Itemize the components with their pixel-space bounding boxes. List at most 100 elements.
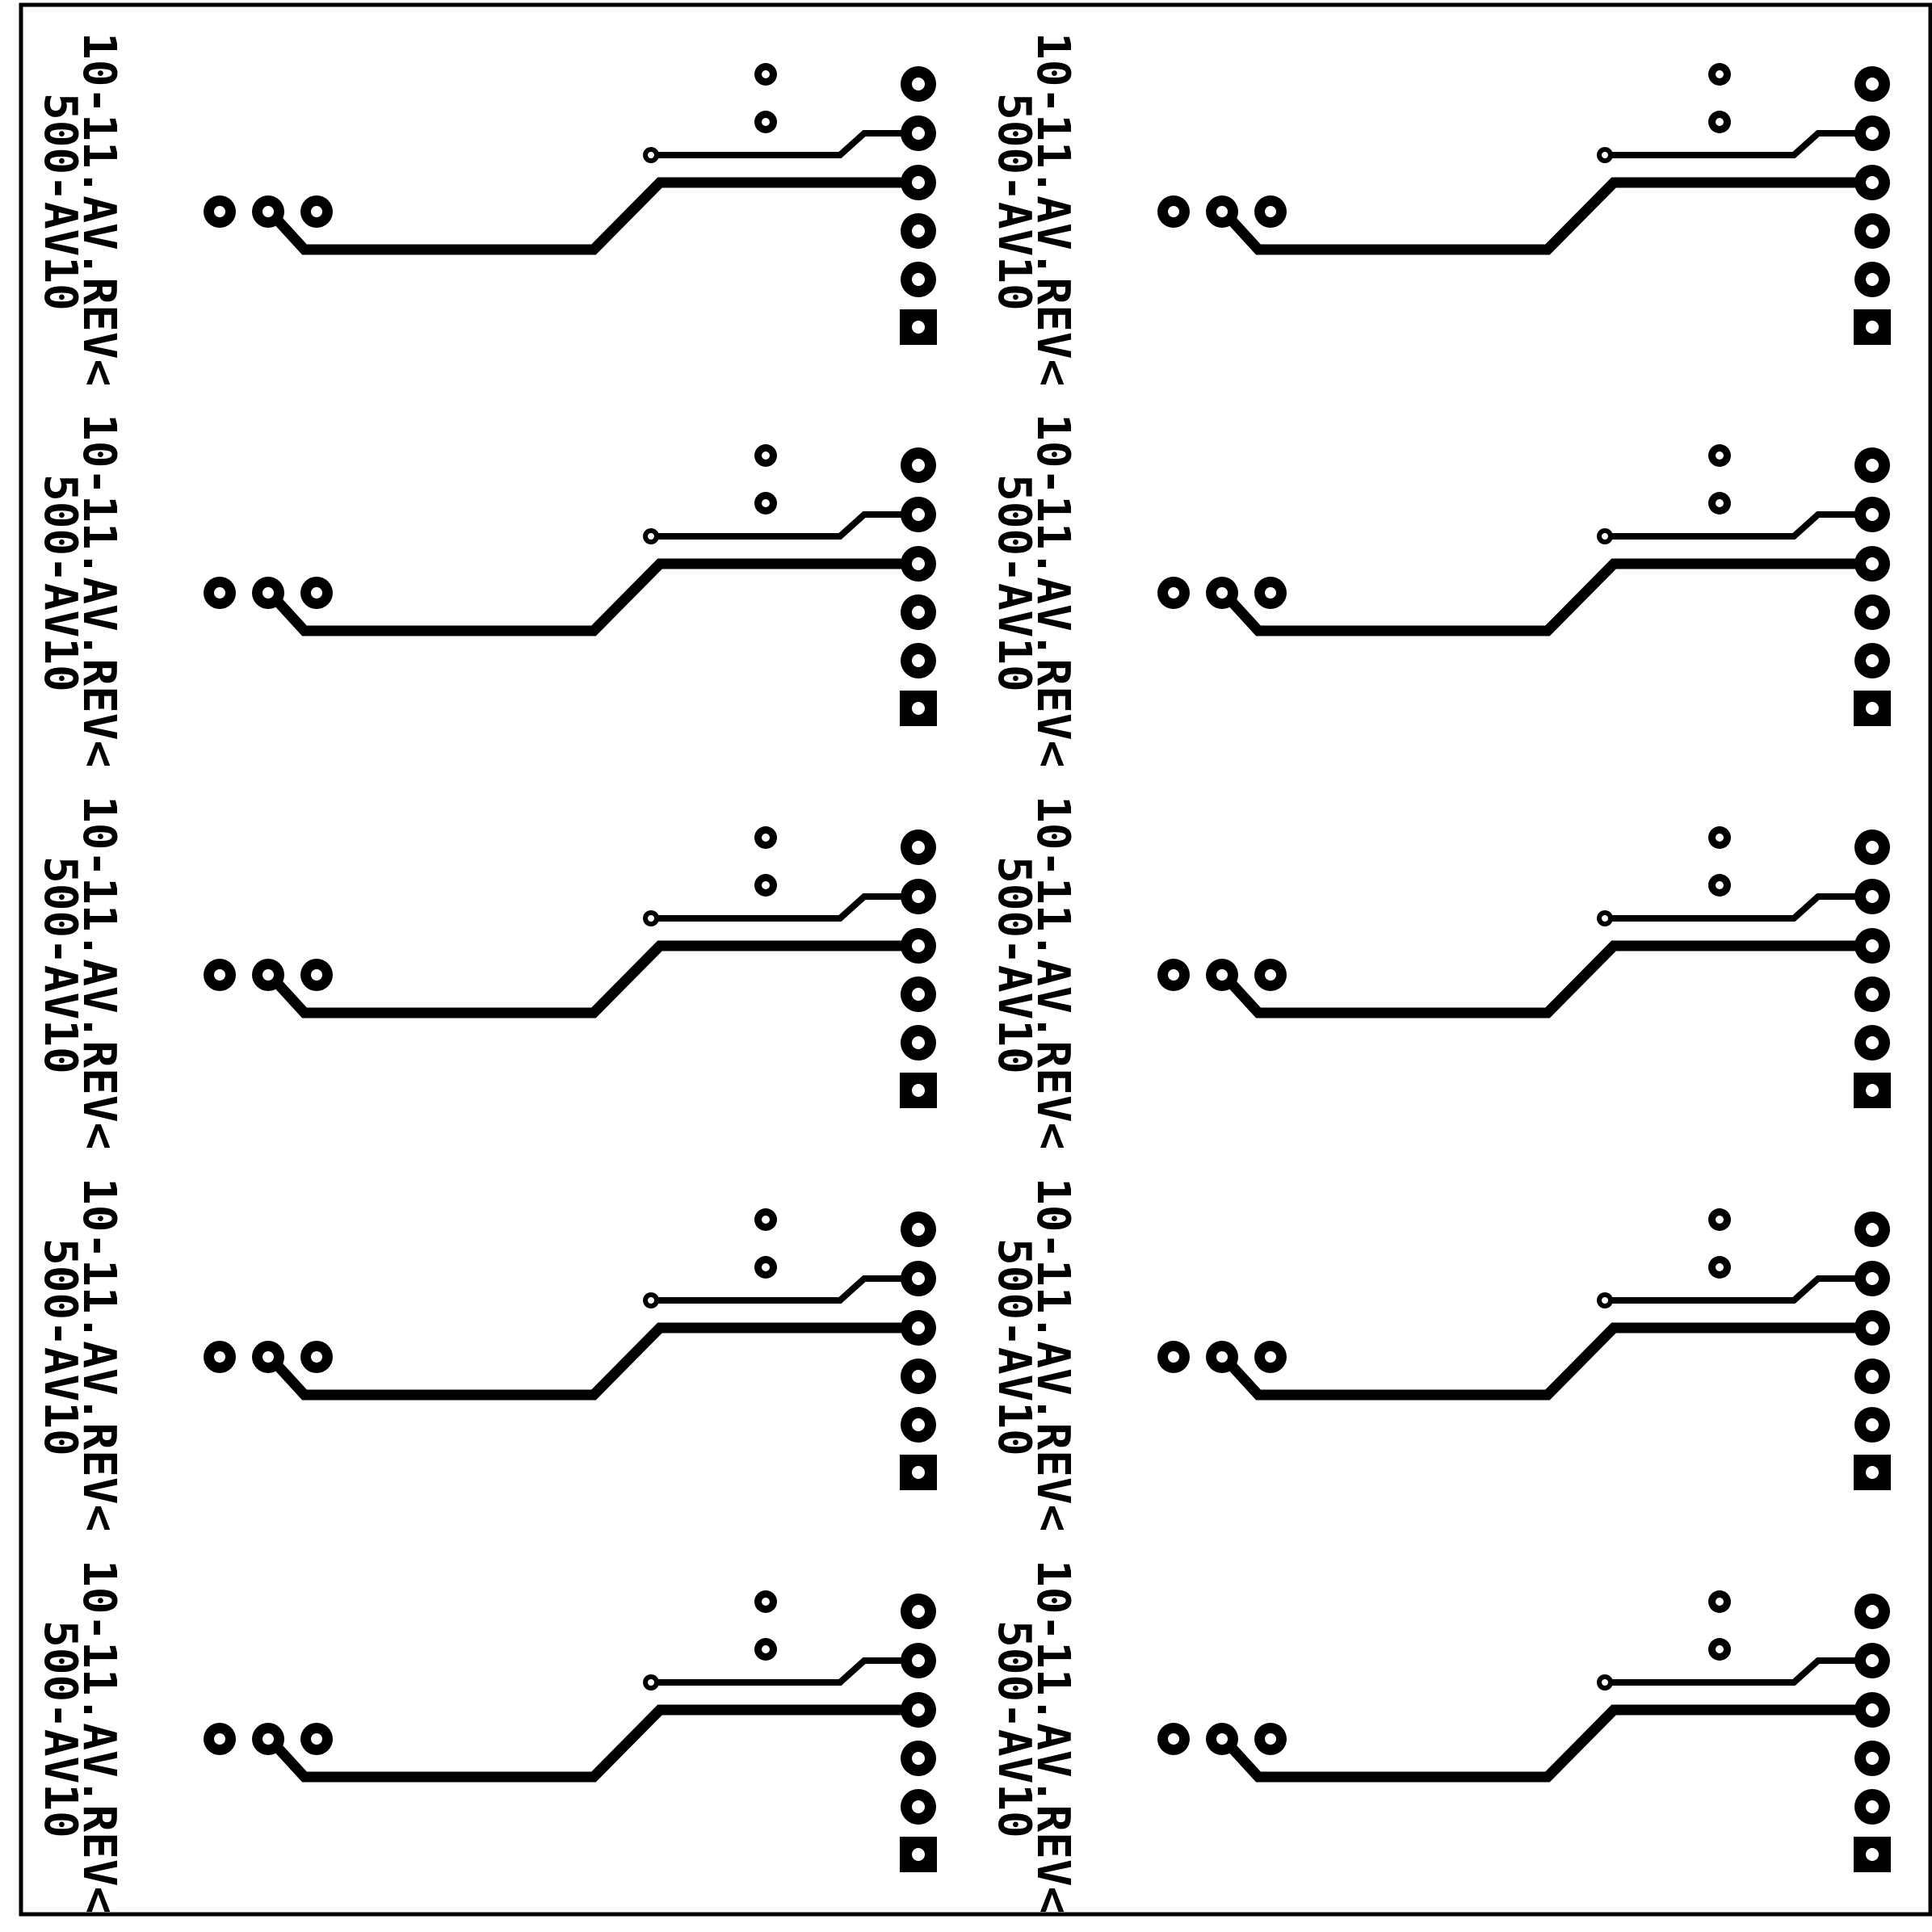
- via-drill: [762, 1263, 770, 1271]
- component-pad-drill: [214, 969, 225, 981]
- board-label-line-1: 10-11.AV.REV<: [73, 796, 125, 1149]
- component-pad-drill: [1216, 1733, 1228, 1745]
- header-pin-drill: [912, 273, 925, 286]
- header-pin-drill: [912, 1223, 925, 1236]
- header-pin-drill: [1866, 508, 1879, 521]
- trace-header-to-via: [1602, 1657, 1875, 1686]
- header-pin-drill: [1866, 890, 1879, 903]
- trace-end-via-drill: [1602, 152, 1608, 158]
- board-label-line-1: 10-11.AV.REV<: [73, 1178, 125, 1531]
- board-label-line-2: 500-AV10: [988, 856, 1040, 1074]
- board-tile: 10-11.AV.REV<500-AV10: [988, 32, 1891, 386]
- trace-end-via-drill: [1602, 1297, 1608, 1304]
- trace-end-via-drill: [1602, 915, 1608, 922]
- header-pin-drill: [912, 939, 925, 952]
- component-pad-drill: [311, 206, 322, 217]
- board-tile: 10-11.AV.REV<500-AV10: [34, 796, 937, 1149]
- header-pin-drill: [1866, 1800, 1879, 1813]
- component-pad-drill: [214, 1351, 225, 1363]
- header-pin-drill: [1866, 78, 1879, 90]
- header-pin-drill: [1866, 1084, 1879, 1097]
- component-pad-drill: [1168, 206, 1179, 217]
- header-pin-drill: [1866, 1466, 1879, 1479]
- board-label-line-1: 10-11.AV.REV<: [73, 32, 125, 386]
- panel-outline: [19, 2, 1932, 1917]
- board-label-line-2: 500-AV10: [34, 856, 86, 1074]
- trace-end-via-drill: [648, 152, 654, 158]
- header-pin-drill: [1866, 841, 1879, 854]
- board-label-line-2: 500-AV10: [988, 93, 1040, 311]
- header-pin-drill: [1866, 1703, 1879, 1716]
- trace-header-to-pad: [1218, 1322, 1878, 1401]
- component-pad-drill: [262, 1351, 274, 1363]
- header-pin-drill: [1866, 988, 1879, 1001]
- header-pin-drill: [1866, 939, 1879, 952]
- board-label-line-2: 500-AV10: [34, 93, 86, 311]
- header-pin-drill: [912, 321, 925, 334]
- header-pin-drill: [912, 606, 925, 619]
- trace-header-to-pad: [1218, 940, 1878, 1018]
- header-pin-drill: [1866, 702, 1879, 715]
- header-pin-drill: [1866, 127, 1879, 140]
- board-tile: 10-11.AV.REV<500-AV10: [988, 1560, 1891, 1913]
- header-pin-drill: [912, 1466, 925, 1479]
- header-pin-drill: [912, 459, 925, 472]
- via-drill: [762, 1598, 770, 1606]
- component-pad-drill: [1265, 1733, 1276, 1745]
- board-tile: 10-11.AV.REV<500-AV10: [34, 1178, 937, 1531]
- component-pad-drill: [1168, 1351, 1179, 1363]
- header-pin-drill: [1866, 1272, 1879, 1285]
- board-label-line-2: 500-AV10: [34, 474, 86, 692]
- header-pin-drill: [912, 176, 925, 189]
- board-tile: 10-11.AV.REV<500-AV10: [34, 1560, 937, 1913]
- header-pin-drill: [912, 557, 925, 570]
- trace-end-via-drill: [648, 915, 654, 922]
- header-pin-drill: [1866, 557, 1879, 570]
- header-pin-drill: [912, 508, 925, 521]
- via-drill: [762, 1216, 770, 1224]
- header-pin-drill: [1866, 176, 1879, 189]
- header-pin-drill: [912, 127, 925, 140]
- trace-header-to-via: [1602, 1275, 1875, 1304]
- component-pad-drill: [1216, 206, 1228, 217]
- board-label-line-1: 10-11.AV.REV<: [73, 414, 125, 767]
- trace-header-to-via: [648, 893, 922, 922]
- component-pad-drill: [214, 1733, 225, 1745]
- component-pad-drill: [1265, 969, 1276, 981]
- header-pin-drill: [1866, 1752, 1879, 1765]
- header-pin-drill: [912, 1800, 925, 1813]
- trace-header-to-via: [648, 1657, 922, 1686]
- board-label-line-1: 10-11.AV.REV<: [73, 1560, 125, 1913]
- via-drill: [1716, 452, 1724, 460]
- component-pad-drill: [262, 206, 274, 217]
- trace-header-to-pad: [1218, 177, 1878, 255]
- via-drill: [762, 70, 770, 78]
- header-pin-drill: [912, 1321, 925, 1334]
- header-pin-drill: [912, 702, 925, 715]
- via-drill: [762, 452, 770, 460]
- via-drill: [1716, 1263, 1724, 1271]
- header-pin-drill: [1866, 225, 1879, 237]
- trace-end-via-drill: [648, 533, 654, 540]
- component-pad-drill: [311, 969, 322, 981]
- header-pin-drill: [912, 1418, 925, 1431]
- via-drill: [1716, 118, 1724, 126]
- board-tile: 10-11.AV.REV<500-AV10: [34, 32, 937, 386]
- header-pin-drill: [912, 1654, 925, 1667]
- header-pin-drill: [1866, 654, 1879, 667]
- board-label-line-1: 10-11.AV.REV<: [1027, 1178, 1079, 1531]
- via-drill: [1716, 881, 1724, 889]
- via-drill: [762, 1645, 770, 1653]
- header-pin-drill: [1866, 606, 1879, 619]
- board-array: 10-11.AV.REV<500-AV1010-11.AV.REV<500-AV…: [34, 32, 1891, 1913]
- header-pin-drill: [912, 1605, 925, 1618]
- header-pin-drill: [1866, 1605, 1879, 1618]
- component-pad-drill: [1168, 587, 1179, 598]
- header-pin-drill: [912, 1272, 925, 1285]
- header-pin-drill: [912, 841, 925, 854]
- trace-header-to-pad: [264, 558, 924, 636]
- header-pin-drill: [1866, 273, 1879, 286]
- via-drill: [762, 881, 770, 889]
- header-pin-drill: [1866, 321, 1879, 334]
- header-pin-drill: [1866, 1223, 1879, 1236]
